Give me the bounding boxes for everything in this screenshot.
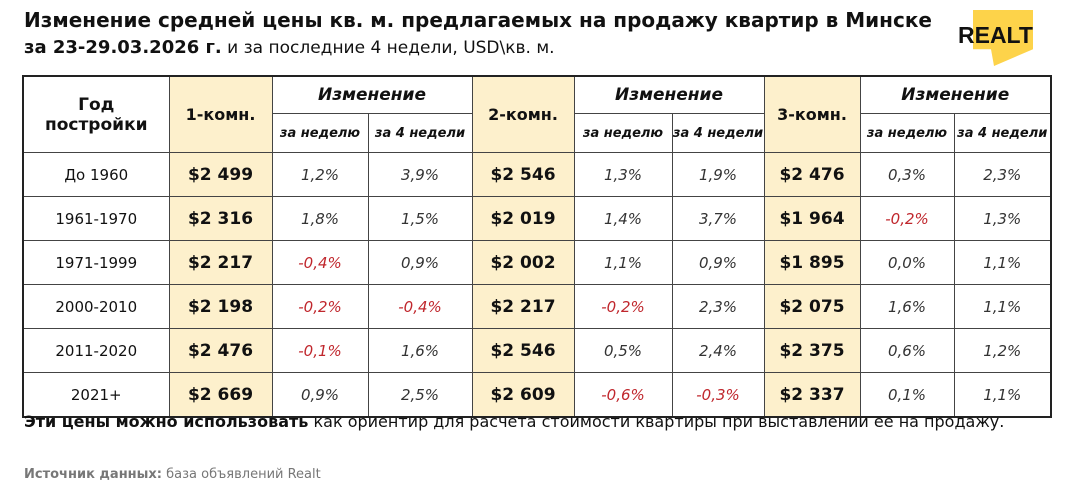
year-cell: 2000-2010 bbox=[22, 284, 170, 329]
change-cell: 2,4% bbox=[671, 328, 765, 373]
change-cell: 0,9% bbox=[367, 240, 473, 285]
year-cell: 1961-1970 bbox=[22, 196, 170, 241]
change-cell: -0,3% bbox=[671, 372, 765, 418]
table-row: 2021+ $2 669 0,9% 2,5% $2 609 -0,6% -0,3% $2 33… bbox=[22, 372, 1052, 418]
note-bold: Эти цены можно использовать bbox=[24, 412, 309, 431]
logo-text: REALT bbox=[958, 22, 1033, 48]
change-cell: 2,3% bbox=[671, 284, 765, 329]
change-cell: 1,1% bbox=[953, 284, 1052, 329]
change-cell: 1,3% bbox=[953, 196, 1052, 241]
source-value: база объявлений Realt bbox=[162, 467, 321, 482]
price-cell: $2 476 bbox=[763, 152, 861, 197]
header-2-room: 2-комн. bbox=[471, 75, 575, 153]
price-cell: $2 546 bbox=[471, 152, 575, 197]
change-cell: 0,6% bbox=[859, 328, 955, 373]
price-cell: $1 964 bbox=[763, 196, 861, 241]
change-cell: 3,9% bbox=[367, 152, 473, 197]
change-cell: 1,9% bbox=[671, 152, 765, 197]
change-cell: 1,6% bbox=[367, 328, 473, 373]
change-cell: 1,1% bbox=[953, 240, 1052, 285]
price-cell: $1 895 bbox=[763, 240, 861, 285]
year-cell: 2021+ bbox=[22, 372, 170, 418]
price-cell: $2 217 bbox=[471, 284, 575, 329]
price-cell: $2 316 bbox=[168, 196, 273, 241]
header-change: Изменение bbox=[859, 75, 1052, 114]
price-cell: $2 217 bbox=[168, 240, 273, 285]
header-year: Год постройки bbox=[22, 75, 170, 153]
price-cell: $2 499 bbox=[168, 152, 273, 197]
header-week: за неделю bbox=[859, 113, 955, 153]
price-cell: $2 609 bbox=[471, 372, 575, 418]
source-label: Источник данных: bbox=[24, 467, 162, 482]
change-cell: 0,0% bbox=[859, 240, 955, 285]
realt-logo: REALT bbox=[958, 8, 1058, 68]
header-4-weeks: за 4 недели bbox=[671, 113, 765, 153]
change-cell: 1,1% bbox=[573, 240, 673, 285]
header-change: Изменение bbox=[573, 75, 765, 114]
year-cell: 1971-1999 bbox=[22, 240, 170, 285]
header-change: Изменение bbox=[271, 75, 473, 114]
change-cell: 1,8% bbox=[271, 196, 369, 241]
change-cell: -0,2% bbox=[573, 284, 673, 329]
page-title: Изменение средней цены кв. м. предлагаем… bbox=[24, 8, 932, 32]
year-cell: До 1960 bbox=[22, 152, 170, 197]
change-cell: -0,2% bbox=[271, 284, 369, 329]
price-cell: $2 075 bbox=[763, 284, 861, 329]
change-cell: 0,5% bbox=[573, 328, 673, 373]
year-cell: 2011-2020 bbox=[22, 328, 170, 373]
change-cell: 1,4% bbox=[573, 196, 673, 241]
change-cell: 1,2% bbox=[271, 152, 369, 197]
header-week: за неделю bbox=[271, 113, 369, 153]
change-cell: 0,3% bbox=[859, 152, 955, 197]
change-cell: 1,5% bbox=[367, 196, 473, 241]
change-cell: 0,9% bbox=[271, 372, 369, 418]
subtitle-rest: и за последние 4 недели, USD\кв. м. bbox=[221, 38, 555, 58]
change-cell: -0,1% bbox=[271, 328, 369, 373]
usage-note: Эти цены можно использовать как ориентир… bbox=[24, 410, 1034, 433]
price-cell: $2 546 bbox=[471, 328, 575, 373]
table-row: 1971-1999 $2 217 -0,4% 0,9% $2 002 1,1% 0,9% $1… bbox=[22, 240, 1052, 285]
change-cell: 0,9% bbox=[671, 240, 765, 285]
change-cell: 1,6% bbox=[859, 284, 955, 329]
header-4-weeks: за 4 недели bbox=[953, 113, 1052, 153]
header-week: за неделю bbox=[573, 113, 673, 153]
price-cell: $2 375 bbox=[763, 328, 861, 373]
note-text: как ориентир для расчета стоимости кварт… bbox=[308, 412, 1005, 431]
data-source: Источник данных: база объявлений Realt bbox=[24, 467, 321, 482]
change-cell: -0,4% bbox=[367, 284, 473, 329]
change-cell: 0,1% bbox=[859, 372, 955, 418]
page-subtitle: за 23-29.03.2026 г. и за последние 4 нед… bbox=[24, 37, 555, 58]
change-cell: -0,6% bbox=[573, 372, 673, 418]
change-cell: 3,7% bbox=[671, 196, 765, 241]
table-row: 2000-2010 $2 198 -0,2% -0,4% $2 217 -0,2% 2,3%… bbox=[22, 284, 1052, 329]
change-cell: 2,3% bbox=[953, 152, 1052, 197]
change-cell: 1,1% bbox=[953, 372, 1052, 418]
header-4-weeks: за 4 недели bbox=[367, 113, 473, 153]
header-1-room: 1-комн. bbox=[168, 75, 273, 153]
table-row: До 1960 $2 499 1,2% 3,9% $2 546 1,3% 1,9% $2 47… bbox=[22, 152, 1052, 197]
price-cell: $2 476 bbox=[168, 328, 273, 373]
change-cell: 1,3% bbox=[573, 152, 673, 197]
change-cell: -0,4% bbox=[271, 240, 369, 285]
price-cell: $2 337 bbox=[763, 372, 861, 418]
subtitle-period: за 23-29.03.2026 г. bbox=[24, 37, 222, 58]
price-table: Год постройки 1-комн. Изменение 2-комн. … bbox=[22, 75, 1052, 418]
change-cell: -0,2% bbox=[859, 196, 955, 241]
table-row: 2011-2020 $2 476 -0,1% 1,6% $2 546 0,5% 2,4% $2… bbox=[22, 328, 1052, 373]
change-cell: 1,2% bbox=[953, 328, 1052, 373]
price-cell: $2 198 bbox=[168, 284, 273, 329]
header-3-room: 3-комн. bbox=[763, 75, 861, 153]
price-cell: $2 019 bbox=[471, 196, 575, 241]
price-cell: $2 002 bbox=[471, 240, 575, 285]
table-row: 1961-1970 $2 316 1,8% 1,5% $2 019 1,4% 3,7% $1 … bbox=[22, 196, 1052, 241]
